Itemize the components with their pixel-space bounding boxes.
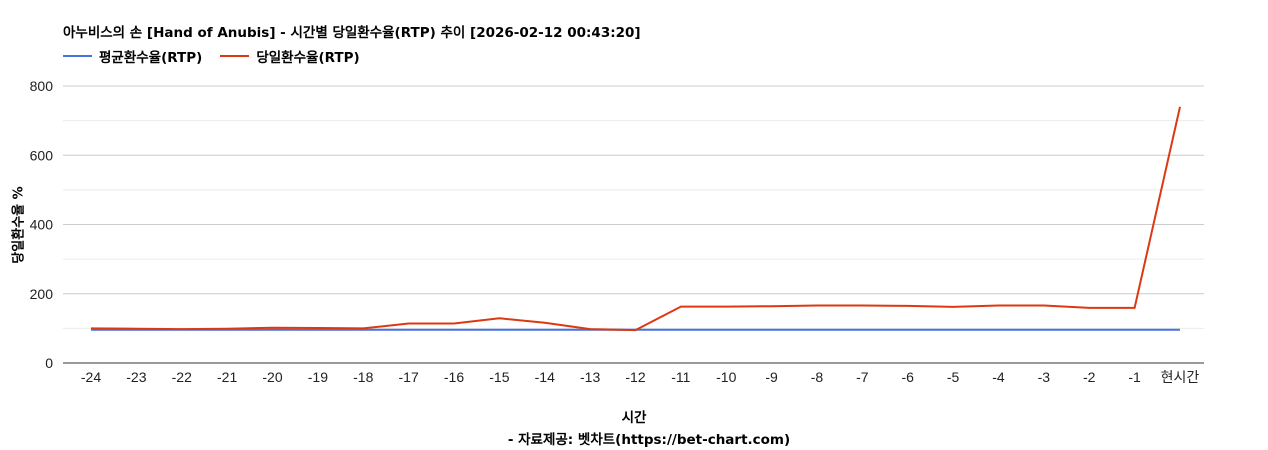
x-tick-label: -21 [217,369,237,385]
x-tick-label: 현시간 [1161,369,1200,385]
x-tick-label: -1 [1128,369,1141,385]
x-tick-label: -22 [172,369,192,385]
x-tick-label: -12 [625,369,645,385]
y-tick-label: 600 [30,147,54,163]
x-tick-label: -4 [992,369,1005,385]
y-tick-label: 200 [30,286,54,302]
x-axis-label: 시간 [621,410,647,426]
y-axis-label: 당일환수율 % [11,186,27,264]
legend-label: 평균환수율(RTP) [99,50,203,66]
x-tick-label: -2 [1083,369,1096,385]
x-tick-label: -3 [1038,369,1051,385]
x-tick-label: -19 [308,369,328,385]
x-tick-label: -6 [902,369,915,385]
series-line-daily-rtp[interactable] [90,106,1181,332]
x-tick-label: -20 [262,369,282,385]
x-tick-label: -15 [489,369,509,385]
y-tick-label: 400 [30,217,54,233]
source-credit: - 자료제공: 벳차트(https://bet-chart.com) [507,432,791,448]
x-tick-label: -23 [126,369,146,385]
legend-item-daily-rtp[interactable]: 당일환수율(RTP) [220,46,360,66]
x-tick-label: -10 [716,369,736,385]
legend-label: 당일환수율(RTP) [256,50,360,66]
x-tick-label: -18 [353,369,373,385]
x-tick-label: -16 [444,369,464,385]
legend-item-average-rtp[interactable]: 평균환수율(RTP) [63,46,202,66]
legend-swatch-red-icon [220,55,250,57]
x-tick-label: -13 [580,369,600,385]
legend-swatch-blue-icon [63,55,92,57]
x-tick-label: -8 [811,369,824,385]
x-tick-label: -11 [671,369,690,385]
x-tick-label: -7 [856,369,869,385]
x-tick-label: -5 [947,369,960,385]
x-tick-label: -17 [399,369,419,385]
x-tick-label: -14 [535,369,555,385]
x-tick-label: -9 [765,369,778,385]
chart-legend: 평균환수율(RTP) 당일환수율(RTP) [63,46,378,66]
x-tick-label: -24 [81,369,101,385]
y-tick-label: 0 [45,355,53,371]
y-tick-label: 800 [30,78,54,94]
chart-title: 아누비스의 손 [Hand of Anubis] - 시간별 당일환수율(RTP… [63,25,641,41]
